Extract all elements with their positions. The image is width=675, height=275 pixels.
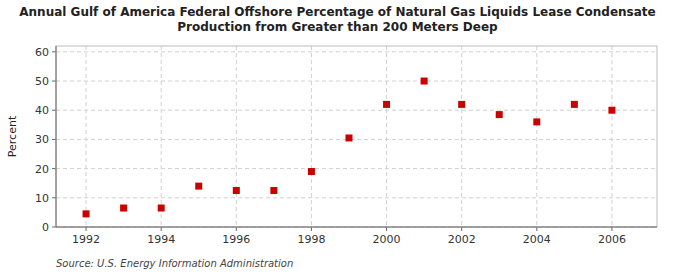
- point: [571, 101, 578, 108]
- y-grid-line: [56, 51, 657, 52]
- x-tick-label: 2000: [373, 233, 401, 246]
- x-axis-line: [56, 227, 657, 228]
- y-grid-line: [56, 139, 657, 140]
- x-grid-line: [536, 46, 537, 227]
- x-grid-line: [611, 46, 612, 227]
- x-grid-line: [386, 46, 387, 227]
- y-grid-line: [56, 227, 657, 228]
- x-tick-label: 1998: [297, 233, 325, 246]
- x-tick-label: 1992: [72, 233, 100, 246]
- x-grid-line: [461, 46, 462, 227]
- title-line: Annual Gulf of America Federal Offshore …: [19, 5, 655, 19]
- points: [83, 78, 616, 218]
- y-tick-label: 20: [35, 163, 49, 176]
- x-tick: [86, 227, 87, 231]
- y-tick-label: 60: [35, 46, 49, 59]
- x-tick-label: 2004: [523, 233, 551, 246]
- source-note: Source: U.S. Energy Information Administ…: [56, 258, 293, 269]
- y-tick: [52, 51, 56, 52]
- y-tick-label: 10: [35, 192, 49, 205]
- title-line: Production from Greater than 200 Meters …: [177, 20, 498, 34]
- title: Annual Gulf of America Federal Offshore …: [19, 5, 655, 34]
- x-tick-label: 2006: [598, 233, 626, 246]
- x-tick: [311, 227, 312, 231]
- y-tick: [52, 139, 56, 140]
- x-tick: [461, 227, 462, 231]
- chart-svg: Annual Gulf of America Federal Offshore …: [0, 0, 675, 275]
- point: [120, 205, 127, 212]
- x-tick: [386, 227, 387, 231]
- x-tick: [611, 227, 612, 231]
- chart-container: Annual Gulf of America Federal Offshore …: [0, 0, 675, 275]
- point: [458, 101, 465, 108]
- x-grid-line: [86, 46, 87, 227]
- y-tick: [52, 110, 56, 111]
- x-tick: [161, 227, 162, 231]
- y-tick-label: 0: [42, 221, 49, 234]
- y-tick-label: 50: [35, 75, 49, 88]
- grid: [56, 46, 657, 227]
- y-grid-line: [56, 81, 657, 82]
- point: [195, 183, 202, 190]
- point: [533, 118, 540, 125]
- y-tick: [52, 227, 56, 228]
- y-tick: [52, 197, 56, 198]
- point: [308, 168, 315, 175]
- y-tick-label: 30: [35, 133, 49, 146]
- x-grid-line: [236, 46, 237, 227]
- point: [383, 101, 390, 108]
- x-tick-label: 1996: [222, 233, 250, 246]
- x-tick-label: 2002: [448, 233, 476, 246]
- y-grid-line: [56, 110, 657, 111]
- axes: 0 10 20 30 40 50 60 1992 1994 1996 1998 2000 2002 200…: [35, 46, 657, 246]
- point: [496, 111, 503, 118]
- x-grid-line: [311, 46, 312, 227]
- point: [158, 205, 165, 212]
- x-tick: [236, 227, 237, 231]
- point: [233, 187, 240, 194]
- point: [270, 187, 277, 194]
- x-tick: [536, 227, 537, 231]
- y-grid-line: [56, 197, 657, 198]
- y-axis-line: [56, 46, 57, 227]
- x-grid-line: [161, 46, 162, 227]
- y-tick-label: 40: [35, 104, 49, 117]
- y-tick: [52, 168, 56, 169]
- x-tick-label: 1994: [147, 233, 175, 246]
- y-tick: [52, 81, 56, 82]
- point: [345, 134, 352, 141]
- point: [83, 210, 90, 217]
- y-label: Percent: [6, 115, 19, 157]
- point: [421, 78, 428, 85]
- point: [608, 107, 615, 114]
- plot-frame: [56, 46, 657, 227]
- y-grid-line: [56, 168, 657, 169]
